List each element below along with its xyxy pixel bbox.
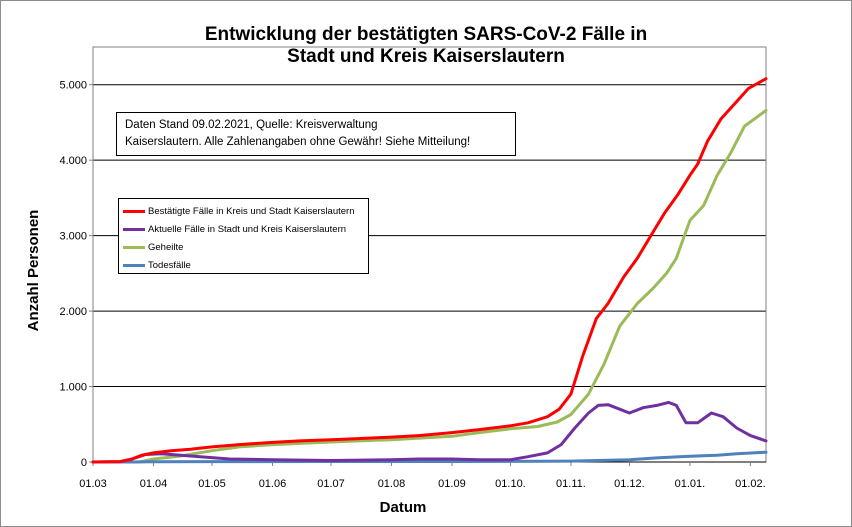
y-tick-label-2: 2.000 [59,306,87,318]
x-tick-label-3: 01.06 [259,478,287,490]
legend-label-deaths: Todesfälle [148,259,191,271]
x-axis-label: Datum [380,499,427,516]
y-tick-label-1: 1.000 [59,382,87,394]
x-tick-label-5: 01.08 [378,478,406,490]
x-tick-label-6: 01.09 [438,478,466,490]
series-line-active [91,400,768,464]
annotation-line-2: Kaiserslautern. Alle Zahlenangaben ohne … [125,136,471,148]
x-tick-label-0: 01.03 [79,478,107,490]
legend-item-deaths: Todesfälle [123,258,191,272]
annotation-line-1: Daten Stand 09.02.2021, Quelle: Kreisver… [125,119,378,131]
y-tick-label-0: 0 [81,457,87,469]
chart-title-line-2: Stadt und Kreis Kaiserslautern [287,46,565,67]
x-tick-label-11: 01.02. [735,478,766,490]
legend-swatch-confirmed [123,209,145,213]
y-tick-label-5: 5.000 [59,80,87,92]
legend-swatch-active [123,227,145,231]
legend-label-recovered: Geheilte [148,241,184,253]
annotation-box: Daten Stand 09.02.2021, Quelle: Kreisver… [116,112,516,156]
y-axis-label: Anzahl Personen [25,210,42,332]
legend-label-active: Aktuelle Fälle in Stadt und Kreis Kaiser… [148,223,347,235]
x-tick-label-9: 01.12. [614,478,645,490]
x-tick-label-2: 01.05 [198,478,226,490]
y-tick-label-3: 3.000 [59,231,87,243]
series-line-confirmed [91,77,768,464]
legend: Bestätigte Fälle in Kreis und Stadt Kais… [118,198,369,274]
x-tick-label-8: 01.11. [556,478,586,490]
legend-item-confirmed: Bestätigte Fälle in Kreis und Stadt Kais… [123,204,354,218]
x-tick-label-7: 01.10. [495,478,526,490]
y-tick-labels: 0 1.000 2.000 3.000 4.000 5.000 [59,80,87,469]
legend-label-confirmed: Bestätigte Fälle in Kreis und Stadt Kais… [148,205,355,217]
x-tick-label-10: 01.01. [675,478,706,490]
x-tick-labels: 01.03 01.04 01.05 01.06 01.07 01.08 01.09 01.10… [79,478,765,490]
x-tick-label-1: 01.04 [140,478,168,490]
series-line-recovered [91,108,768,464]
legend-swatch-deaths [123,263,145,267]
y-tick-label-4: 4.000 [59,155,87,167]
x-tick-label-4: 01.07 [317,478,345,490]
series-lines [91,77,768,464]
legend-item-recovered: Geheilte [123,240,183,254]
chart-title-line-1: Entwicklung der bestätigten SARS-CoV-2 F… [204,24,648,45]
series-line-deaths [91,450,768,464]
legend-swatch-recovered [123,245,145,249]
legend-item-active: Aktuelle Fälle in Stadt und Kreis Kaiser… [123,222,346,236]
